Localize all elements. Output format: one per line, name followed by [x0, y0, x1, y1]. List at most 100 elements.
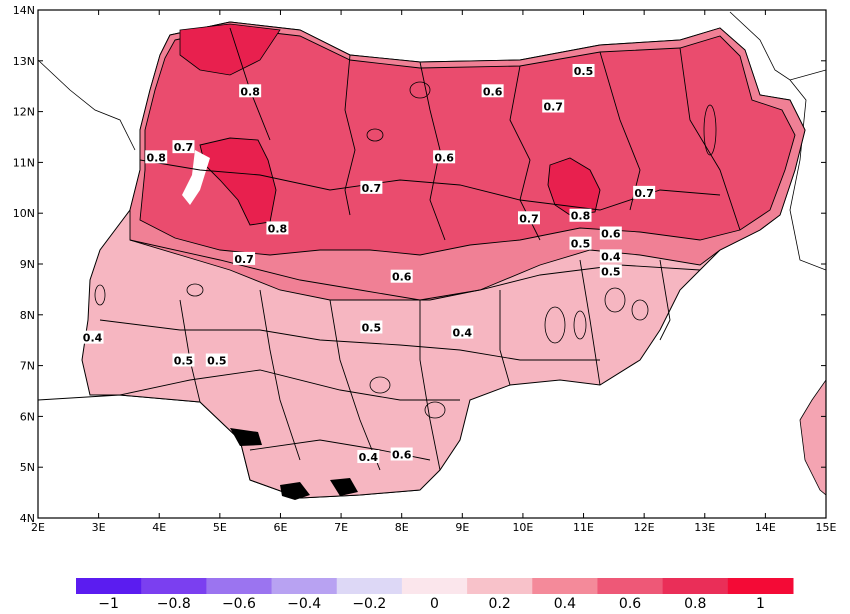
contour-label: 0.7 — [233, 251, 256, 266]
legend-swatch — [597, 578, 664, 594]
contour-label-text: 0.5 — [174, 355, 194, 368]
lon-tick-label: 2E — [31, 521, 45, 534]
contour-label-text: 0.4 — [83, 332, 103, 345]
contour-label: 0.5 — [572, 63, 595, 78]
lon-tick-label: 15E — [816, 521, 837, 534]
field-high — [139, 27, 796, 256]
contour-label-box — [542, 99, 565, 113]
contour-label: 0.6 — [481, 84, 504, 98]
map-layer: 0.5 0.8 0.6 0.7 0.7 0.8 0.6 0.7 0.7 0.7 0.8 0.8 0.6 0… — [38, 11, 826, 500]
legend-swatch — [401, 578, 468, 594]
legend-swatch — [727, 578, 794, 594]
contour-label: 0.6 — [390, 447, 413, 462]
contour-label-text: 0.7 — [362, 182, 382, 195]
field-peak-east — [547, 157, 601, 216]
contour-label-box — [205, 353, 228, 367]
lat-tick-label: 4N — [20, 512, 35, 525]
contour-label: 0.7 — [542, 99, 565, 114]
contour-label: 0.6 — [390, 269, 413, 284]
contour-label-text: 0.5 — [571, 238, 591, 251]
contour-label-box — [599, 226, 622, 240]
lat-tick-label: 6N — [20, 410, 35, 423]
lat-tick-label: 13N — [13, 55, 35, 68]
lat-tick-label: 10N — [13, 207, 35, 220]
contour-label: 0.8 — [569, 208, 592, 223]
contour-label-box — [172, 353, 195, 367]
contour-label-box — [451, 325, 474, 339]
lon-tick-label: 10E — [512, 521, 533, 534]
contour-labels: 0.5 0.8 0.6 0.7 0.7 0.8 0.6 0.7 0.7 0.7 0.8 0.8 0.6 0… — [81, 63, 656, 464]
contour-label-text: 0.6 — [392, 449, 412, 462]
contour-label-text: 0.8 — [268, 222, 288, 235]
contour-label-box — [357, 450, 380, 464]
lon-tick-label: 7E — [334, 521, 348, 534]
contour-label-text: 0.8 — [146, 151, 166, 164]
contour-label: 0.6 — [599, 226, 622, 241]
contour-label: 0.4 — [599, 249, 622, 263]
legend-label: 1 — [756, 596, 765, 612]
missing-data-patch — [182, 150, 210, 205]
lat-tick-label: 14N — [13, 4, 35, 17]
legend-label: −0.4 — [287, 596, 321, 612]
lon-tick-label: 8E — [395, 521, 409, 534]
contour-label: 0.5 — [172, 353, 195, 368]
contour-label-box — [172, 140, 195, 154]
lon-tick-label: 6E — [273, 521, 287, 534]
contour-label: 0.7 — [517, 211, 540, 225]
contour-label-box — [481, 84, 504, 98]
lat-tick-label: 12N — [13, 106, 35, 119]
contour-label-box — [266, 221, 289, 235]
contour-label-text: 0.5 — [601, 266, 621, 279]
contour-label: 0.8 — [239, 84, 262, 98]
cameroon-coast-patch — [799, 379, 826, 496]
legend-label: 0.4 — [554, 596, 576, 612]
lon-tick-label: 14E — [755, 521, 776, 534]
contour-label-text: 0.6 — [483, 85, 503, 98]
contour-label-text: 0.6 — [601, 228, 621, 241]
legend-label: −0.8 — [157, 596, 191, 612]
contour-label-box — [360, 180, 383, 194]
contour-ovals — [94, 81, 717, 419]
lon-tick-label: 12E — [634, 521, 655, 534]
contour-label: 0.4 — [451, 325, 474, 340]
legend-label: 0.2 — [489, 596, 511, 612]
contour-label: 0.6 — [433, 150, 456, 164]
contour-label-box — [633, 185, 656, 199]
contour-label: 0.4 — [81, 330, 104, 345]
contour-label: 0.7 — [172, 140, 195, 154]
contour-label: 0.7 — [360, 180, 383, 195]
contour-label: 0.4 — [357, 450, 380, 464]
contour-label-box — [433, 150, 456, 164]
contour-label-text: 0.7 — [519, 212, 539, 225]
contour-label: 0.8 — [266, 221, 289, 235]
contour-label-box — [569, 236, 592, 250]
legend-label: −0.6 — [222, 596, 256, 612]
contour-label-text: 0.4 — [601, 250, 621, 263]
contour-label: 0.8 — [145, 150, 168, 164]
contour-label-text: 0.4 — [453, 327, 473, 340]
lat-tick-label: 7N — [20, 360, 35, 373]
contour-label-text: 0.7 — [543, 101, 563, 114]
contour-label-box — [360, 320, 383, 334]
contour-label-box — [572, 63, 595, 77]
contour-label-box — [81, 330, 104, 344]
field-peak-north — [179, 23, 281, 76]
contour-label-box — [517, 211, 540, 225]
longitude-axis: 2E 3E 4E 5E 6E 7E 8E 9E 10E 11E 12E 13E 14E 15E — [31, 10, 837, 534]
contour-label-box — [390, 269, 413, 283]
legend-label: −0.2 — [352, 596, 386, 612]
legend-label: 0.6 — [619, 596, 641, 612]
lat-tick-label: 11N — [13, 156, 35, 169]
contour-label: 0.5 — [205, 353, 228, 368]
contour-label: 0.5 — [569, 236, 592, 251]
color-legend: −1 −0.8 −0.6 −0.4 −0.2 0 0.2 0.4 0.6 0.8 1 — [76, 578, 794, 612]
contour-label-text: 0.5 — [362, 322, 382, 335]
contour-label-box — [239, 84, 262, 98]
legend-label: 0 — [430, 596, 439, 612]
contour-label-box — [145, 150, 168, 164]
contour-label-text: 0.5 — [207, 355, 227, 368]
legend-swatch — [336, 578, 403, 594]
legend-swatch — [532, 578, 598, 594]
legend-swatch — [206, 578, 273, 594]
